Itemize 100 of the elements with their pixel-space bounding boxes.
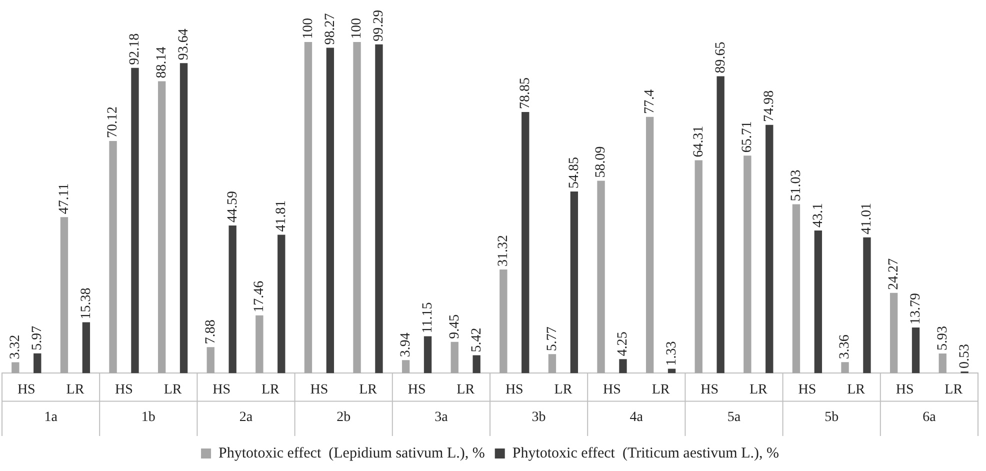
data-label: 0.53 [957,344,972,368]
bar [890,292,898,374]
data-label: 47.11 [56,183,72,214]
bar [158,81,166,374]
x-tick-label: HS [798,382,816,398]
x-tick-label: LR [359,382,378,398]
data-label: 11.15 [420,302,436,334]
bar [863,237,871,374]
bar [131,68,139,374]
x-tick-label: LR [554,382,573,398]
data-label: 41.01 [860,202,875,234]
data-label: 15.38 [78,288,94,320]
text: 3b [532,410,546,425]
x-tick-label: HS [700,382,719,398]
bar [60,217,68,374]
data-label: 7.88 [203,320,218,344]
data-label: 5.77 [544,326,560,352]
bar [472,355,480,374]
x-tick-label: HS [603,382,621,398]
data-label: 17.46 [252,280,268,312]
data-label: 3.32 [8,334,24,360]
bar [206,347,214,374]
text: 6a [922,410,937,425]
data-label: 58.09 [594,146,609,178]
data-label: 13.79 [908,293,924,325]
data-label: 92.18 [128,33,143,65]
bar [766,124,774,374]
bar [450,342,458,374]
data-label: 100 [300,18,316,39]
text: 5b [824,410,839,425]
bar [814,230,822,374]
bar [619,359,627,374]
bar [694,160,702,374]
bar [375,44,383,374]
text: 4a [630,410,644,425]
x-tick-label: LR [847,382,866,398]
bar [500,269,508,374]
x-tick-label: LR [164,382,182,398]
data-label: 78.85 [518,78,534,110]
bar [792,204,800,374]
bar [522,112,530,374]
x-tick-label: LR [456,382,476,398]
data-label: 5.42 [469,328,484,352]
text: 2a [239,410,254,425]
data-label: 3.36 [838,334,853,360]
bar [841,362,849,374]
data-label: 65.71 [740,121,756,153]
text: 1a [44,410,58,425]
data-label: 41.81 [274,200,290,232]
bar [278,234,286,374]
data-label: 5.97 [30,326,46,350]
bar [744,156,752,374]
bar [12,362,20,374]
data-label: 4.25 [616,332,631,356]
legend-label: Phytotoxic effect (Lepidium sativum L.), % [218,445,485,462]
x-tick-label: LR [749,382,768,398]
bar [256,315,264,374]
x-tick-label: HS [212,382,231,398]
data-label: 3.94 [398,332,414,358]
x-tick-label: HS [505,382,524,398]
bar [109,140,117,374]
bar [570,192,578,374]
data-label: 24.27 [886,258,902,290]
bar [912,328,920,374]
data-label: 88.14 [154,46,170,78]
data-label: 74.98 [762,90,778,122]
bar [548,354,556,374]
x-tick-label: LR [66,382,85,398]
x-tick-label: LR [944,382,964,398]
data-label: 31.32 [496,234,512,266]
bar [304,42,312,374]
text: 1b [141,410,156,425]
bar [938,354,946,374]
x-tick-label: HS [310,382,328,398]
data-label: 99.29 [372,10,387,42]
bar [597,180,605,374]
data-label: 70.12 [106,106,121,138]
bar [716,76,724,374]
text: 5a [727,410,742,425]
data-label: 51.03 [788,170,804,202]
bar [646,116,654,374]
data-label: 44.59 [225,191,240,223]
legend-label: Phytotoxic effect (Triticum aestivum L.), % [512,445,779,462]
bar [326,48,334,374]
data-label: 98.27 [322,13,338,45]
data-label: 1.33 [664,341,680,366]
data-label: 93.64 [176,28,192,60]
x-tick-label: LR [261,382,280,398]
x-tick-label: HS [17,382,36,398]
data-label: 64.31 [691,126,706,158]
bar [228,226,236,374]
data-label: 43.1 [810,202,826,228]
data-label: 9.45 [447,314,462,339]
data-label: 89.65 [713,42,728,74]
x-tick-label: LR [652,382,670,398]
x-tick-label: HS [115,382,133,398]
bar [82,322,90,374]
bar [180,63,188,374]
bar [424,336,432,374]
data-label: 54.85 [566,157,582,189]
